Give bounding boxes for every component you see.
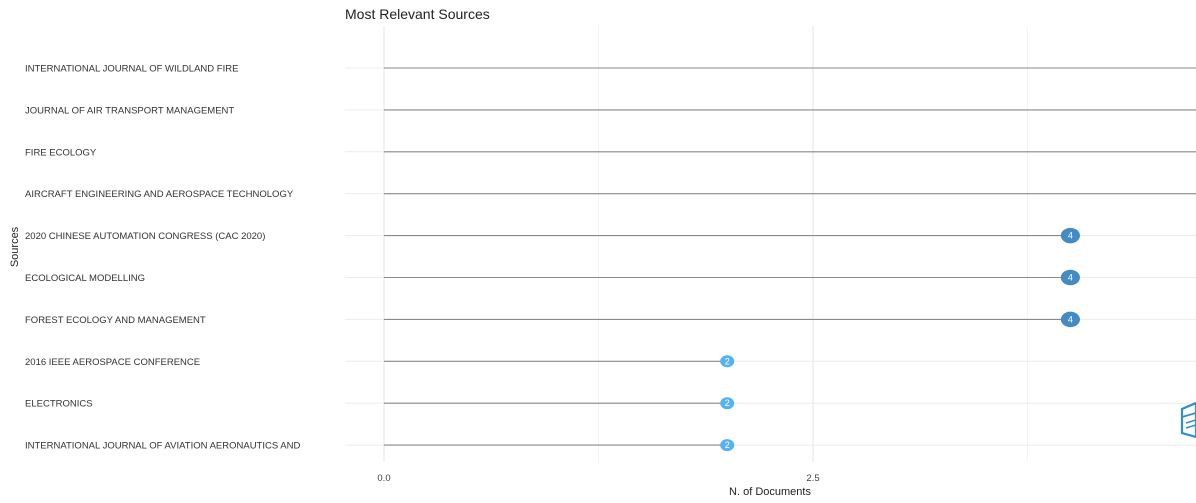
category-label: FOREST ECOLOGY AND MANAGEMENT: [25, 315, 206, 326]
value-label: 2: [725, 356, 730, 366]
lollipop-dot: [1060, 269, 1080, 286]
lollipop-dots: 9765444222: [720, 227, 1080, 452]
lollipop-stems: [384, 67, 1196, 446]
value-label: 2: [725, 440, 730, 450]
value-label: 4: [1068, 314, 1073, 324]
bibliometrix-logo-icon: [1180, 401, 1196, 439]
grid-lines: [345, 26, 1196, 462]
value-label: 4: [1068, 273, 1073, 283]
category-label: 2020 CHINESE AUTOMATION CONGRESS (CAC 20…: [25, 231, 265, 242]
value-label: 4: [1068, 231, 1073, 241]
chart-title: Most Relevant Sources: [345, 6, 490, 22]
category-label: ECOLOGICAL MODELLING: [25, 273, 145, 284]
category-label: INTERNATIONAL JOURNAL OF AVIATION AERONA…: [25, 441, 301, 452]
lollipop-dot: [1060, 227, 1080, 244]
x-tick-label: 0.0: [377, 473, 390, 484]
category-label: 2016 IEEE AEROSPACE CONFERENCE: [25, 357, 200, 368]
lollipop-dot: [720, 439, 735, 452]
x-tick-label: 2.5: [806, 473, 819, 484]
category-labels: INTERNATIONAL JOURNAL OF WILDLAND FIRE JO…: [25, 64, 301, 452]
x-axis-title: N. of Documents: [729, 486, 811, 498]
value-label: 2: [725, 398, 730, 408]
x-tick-labels: 0.02.55.07.5: [377, 473, 819, 484]
category-label: INTERNATIONAL JOURNAL OF WILDLAND FIRE: [25, 64, 238, 75]
lollipop-dot: [1060, 311, 1080, 328]
lollipop-dot: [720, 397, 735, 410]
lollipop-dot: [720, 355, 735, 368]
category-label: ELECTRONICS: [25, 399, 93, 410]
y-axis-title: Sources: [9, 226, 21, 267]
category-label: FIRE ECOLOGY: [25, 147, 97, 158]
category-label: JOURNAL OF AIR TRANSPORT MANAGEMENT: [25, 105, 234, 116]
category-label: AIRCRAFT ENGINEERING AND AEROSPACE TECHN…: [25, 189, 294, 200]
